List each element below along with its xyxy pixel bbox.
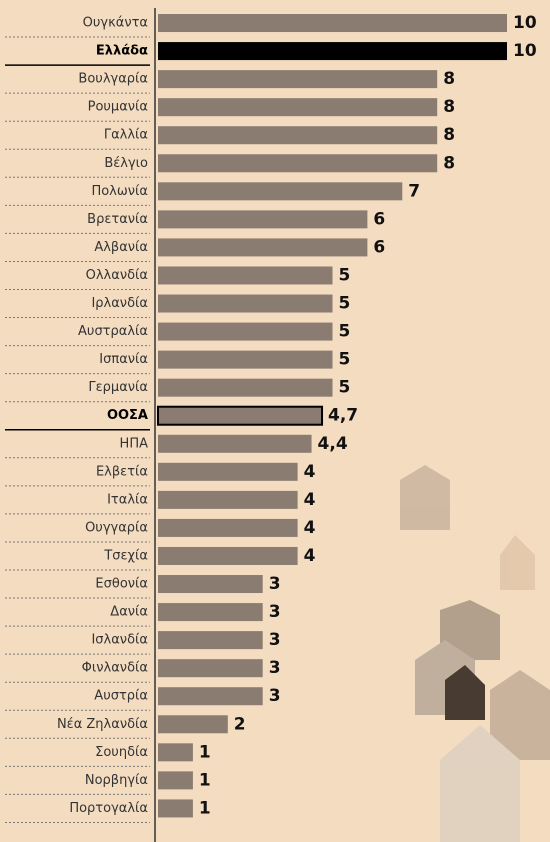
bar [158, 799, 193, 817]
value-label: 1 [199, 798, 211, 818]
chart: Ουγκάντα 10 Ελλάδα 10 Βουλγαρία 8 Ρουμανία 8 Γαλ… [0, 0, 550, 842]
category-label: Εσθονία [95, 577, 148, 592]
bar [158, 603, 263, 621]
value-label: 10 [513, 41, 537, 61]
value-label: 5 [339, 378, 351, 398]
category-label: Γαλλία [104, 128, 148, 143]
value-label: 3 [269, 574, 281, 594]
bar [158, 351, 333, 369]
category-label: Ουγκάντα [83, 16, 148, 31]
value-label: 3 [269, 658, 281, 678]
bar [158, 687, 263, 705]
value-label: 3 [269, 686, 281, 706]
category-label: Ισλανδία [91, 633, 148, 648]
category-label: Πορτογαλία [69, 801, 148, 816]
bar [158, 407, 322, 425]
value-label: 4 [304, 518, 316, 538]
bar [158, 266, 333, 284]
bar [158, 659, 263, 677]
value-label: 4 [304, 462, 316, 482]
value-label: 5 [339, 322, 351, 342]
bar [158, 70, 437, 88]
value-label: 3 [269, 602, 281, 622]
bar [158, 98, 437, 116]
bar [158, 715, 228, 733]
category-label: Φινλανδία [82, 661, 148, 676]
bar [158, 631, 263, 649]
value-label: 6 [373, 209, 385, 229]
bar [158, 210, 367, 228]
bar [158, 154, 437, 172]
bar [158, 491, 298, 509]
value-label: 5 [339, 294, 351, 314]
value-label: 4 [304, 490, 316, 510]
value-label: 6 [373, 237, 385, 257]
category-label: Βουλγαρία [78, 72, 148, 87]
bar [158, 182, 402, 200]
bar [158, 575, 263, 593]
bar [158, 126, 437, 144]
value-label: 4 [304, 546, 316, 566]
category-label: Βέλγιο [104, 156, 148, 171]
category-label: Ρουμανία [88, 100, 148, 115]
category-label: Ελλάδα [96, 44, 148, 59]
category-label: Ελβετία [96, 464, 148, 479]
category-label: ΟΟΣΑ [107, 408, 148, 423]
bar [158, 463, 298, 481]
category-label: Ιταλία [107, 492, 148, 507]
value-label: 7 [408, 181, 420, 201]
category-label: Ουγγαρία [85, 520, 148, 535]
bar [158, 743, 193, 761]
category-label: Νορβηγία [85, 773, 148, 788]
value-label: 4,7 [328, 406, 358, 426]
value-label: 3 [269, 630, 281, 650]
bar [158, 435, 312, 453]
bar [158, 42, 507, 60]
value-label: 1 [199, 742, 211, 762]
houses-decoration [400, 465, 550, 842]
bar [158, 323, 333, 341]
category-label: Δανία [110, 605, 148, 620]
bar [158, 238, 367, 256]
bar [158, 295, 333, 313]
category-label: Ιρλανδία [91, 296, 148, 311]
category-label: Σουηδία [95, 745, 148, 760]
category-label: Τσεχία [103, 548, 148, 563]
category-label: Ισπανία [99, 352, 148, 367]
category-label: Αλβανία [94, 240, 148, 255]
bar [158, 14, 507, 32]
value-label: 8 [443, 97, 455, 117]
bar [158, 771, 193, 789]
bar [158, 379, 333, 397]
bar [158, 519, 298, 537]
category-label: Αυστρία [94, 689, 148, 704]
value-label: 8 [443, 153, 455, 173]
value-label: 10 [513, 13, 537, 33]
value-label: 2 [234, 714, 246, 734]
value-label: 1 [199, 770, 211, 790]
category-label: Γερμανία [88, 380, 148, 395]
value-label: 8 [443, 125, 455, 145]
category-label: Ολλανδία [86, 268, 148, 283]
value-label: 8 [443, 69, 455, 89]
value-label: 4,4 [318, 434, 348, 454]
bar [158, 547, 298, 565]
value-label: 5 [339, 265, 351, 285]
value-label: 5 [339, 350, 351, 370]
category-label: ΗΠΑ [120, 436, 149, 451]
category-label: Πολωνία [91, 184, 148, 199]
category-label: Βρετανία [87, 212, 148, 227]
category-label: Αυστραλία [78, 324, 148, 339]
category-label: Νέα Ζηλανδία [57, 717, 148, 732]
